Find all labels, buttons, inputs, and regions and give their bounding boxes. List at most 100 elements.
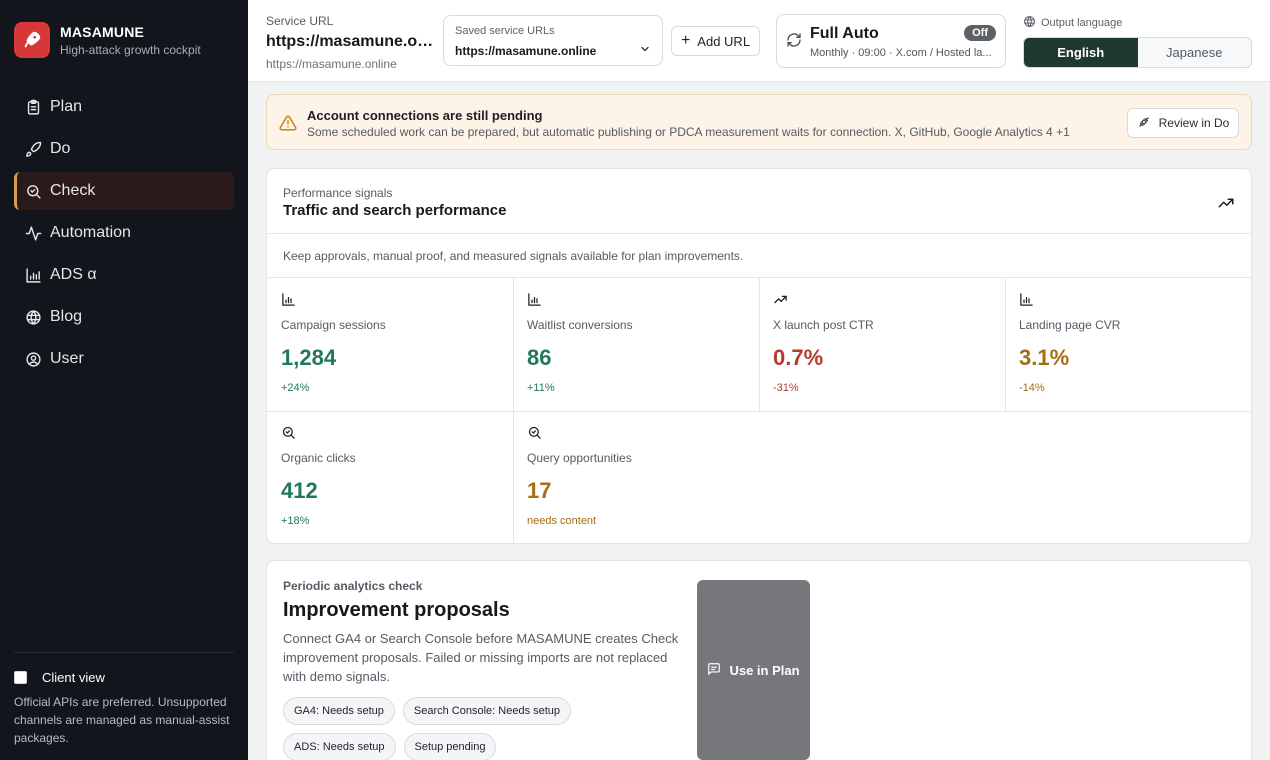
- bar-chart-icon: [1019, 292, 1034, 312]
- refresh-icon: [786, 32, 802, 53]
- output-language-label: Output language: [1041, 17, 1123, 29]
- metric-landing-page-cvr: Landing page CVR 3.1% -14%: [1005, 278, 1251, 411]
- proposals-card: Periodic analytics check Improvement pro…: [266, 560, 1252, 760]
- metric-label: Campaign sessions: [281, 318, 386, 332]
- service-url-sub: https://masamune.online: [266, 57, 397, 71]
- user-circle-icon: [24, 350, 42, 368]
- nav-label: Automation: [50, 224, 131, 241]
- rocket-logo-icon: [14, 22, 50, 58]
- nav-item-plan[interactable]: Plan: [14, 88, 234, 126]
- service-url-value: https://masamune.onl...: [266, 33, 436, 50]
- metric-label: Query opportunities: [527, 451, 632, 465]
- full-auto-title: Full Auto: [810, 25, 879, 42]
- add-url-button[interactable]: + Add URL: [671, 26, 760, 56]
- review-in-do-button[interactable]: Review in Do: [1127, 108, 1239, 138]
- search-icon: [527, 425, 542, 445]
- metric-value: 3.1%: [1019, 345, 1070, 370]
- metric-value: 412: [281, 478, 318, 503]
- divider: [267, 277, 1251, 278]
- proposals-description: Connect GA4 or Search Console before MAS…: [283, 631, 679, 684]
- status-chip-ads: ADS: Needs setup: [283, 733, 396, 760]
- alert-title: Account connections are still pending: [307, 108, 543, 123]
- metric-delta: +11%: [527, 382, 555, 394]
- metric-campaign-sessions: Campaign sessions 1,284 +24%: [267, 278, 513, 411]
- language-option-japanese[interactable]: Japanese: [1166, 45, 1223, 60]
- full-auto-panel[interactable]: Full Auto Off Monthly · 09:00 · X.com / …: [776, 14, 1006, 68]
- use-in-plan-label: Use in Plan: [729, 662, 800, 678]
- output-language: Output language English Japanese: [1023, 15, 1252, 68]
- main-nav: Plan Do Check Automation ADS α: [14, 88, 234, 382]
- plus-icon: +: [680, 32, 691, 49]
- clipboard-icon: [24, 98, 42, 116]
- divider: [267, 233, 1251, 234]
- activity-icon: [24, 224, 42, 242]
- use-in-plan-button[interactable]: Use in Plan: [697, 580, 810, 760]
- bar-chart-icon: [281, 292, 296, 312]
- saved-urls-select[interactable]: Saved service URLs https://masamune.onli…: [443, 15, 663, 66]
- nav-item-user[interactable]: User: [14, 340, 234, 378]
- nav-item-blog[interactable]: Blog: [14, 298, 234, 336]
- performance-card: Performance signals Traffic and search p…: [266, 168, 1252, 544]
- proposals-title: Improvement proposals: [283, 599, 510, 621]
- metric-value: 17: [527, 478, 552, 503]
- plug-icon: [1137, 115, 1159, 132]
- nav-label: Plan: [50, 98, 83, 115]
- add-url-label: Add URL: [697, 33, 751, 49]
- review-in-do-label: Review in Do: [1158, 116, 1230, 130]
- globe-icon: [24, 308, 42, 326]
- service-url-label: Service URL: [266, 14, 334, 28]
- divider: [513, 278, 514, 543]
- performance-title: Traffic and search performance: [283, 202, 507, 219]
- message-icon: [707, 662, 729, 679]
- connection-alert: Account connections are still pending So…: [266, 94, 1252, 150]
- sidebar-divider: [14, 652, 234, 653]
- performance-eyebrow: Performance signals: [283, 186, 393, 200]
- bar-chart-icon: [24, 266, 42, 284]
- nav-item-ads[interactable]: ADS α: [14, 256, 234, 294]
- language-option-english[interactable]: English: [1024, 38, 1138, 67]
- saved-urls-value: https://masamune.online: [455, 43, 597, 58]
- client-view-description: Official APIs are preferred. Unsupported…: [14, 695, 230, 745]
- nav-item-automation[interactable]: Automation: [14, 214, 234, 252]
- top-header: Service URL https://masamune.onl... http…: [248, 0, 1270, 82]
- nav-label: User: [50, 350, 84, 367]
- trending-up-icon: [773, 292, 788, 312]
- brand[interactable]: MASAMUNE High-attack growth cockpit: [14, 22, 201, 58]
- nav-item-do[interactable]: Do: [14, 130, 234, 168]
- trending-up-icon[interactable]: [1217, 194, 1235, 217]
- nav-label: Blog: [50, 308, 83, 325]
- search-icon: [281, 425, 296, 445]
- warning-icon: [279, 114, 297, 137]
- nav-label: Check: [50, 182, 96, 199]
- metric-label: Organic clicks: [281, 451, 356, 465]
- bar-chart-icon: [527, 292, 542, 312]
- metric-value: 1,284: [281, 345, 337, 370]
- status-chip-search-console: Search Console: Needs setup: [402, 697, 572, 725]
- full-auto-status-badge[interactable]: Off: [964, 25, 996, 41]
- performance-note: Keep approvals, manual proof, and measur…: [283, 249, 744, 263]
- metric-x-launch-ctr: X launch post CTR 0.7% -31%: [759, 278, 1005, 411]
- metric-value: 0.7%: [773, 345, 824, 370]
- metric-delta: +18%: [281, 515, 310, 527]
- metric-label: Landing page CVR: [1019, 318, 1121, 332]
- client-view-label: Client view: [42, 670, 105, 685]
- client-view-toggle[interactable]: Client view: [14, 670, 234, 685]
- metric-value: 86: [527, 345, 552, 370]
- metric-delta: +24%: [281, 382, 310, 394]
- divider: [267, 411, 1251, 412]
- nav-item-check[interactable]: Check: [14, 172, 234, 210]
- divider: [759, 278, 760, 411]
- globe-icon: [1023, 15, 1041, 31]
- client-view-checkbox[interactable]: [14, 671, 27, 684]
- language-toggle: English Japanese: [1023, 37, 1252, 68]
- metric-delta: -14%: [1019, 382, 1045, 394]
- nav-label: Do: [50, 140, 71, 157]
- metric-label: X launch post CTR: [773, 318, 874, 332]
- service-url-block: Service URL https://masamune.onl... http…: [266, 14, 436, 71]
- alert-description: Some scheduled work can be prepared, but…: [307, 125, 1070, 139]
- metric-waitlist-conversions: Waitlist conversions 86 +11%: [513, 278, 759, 411]
- chevron-down-icon: [639, 43, 651, 58]
- full-auto-schedule: Monthly · 09:00 · X.com / Hosted la...: [810, 47, 992, 59]
- metric-delta: -31%: [773, 382, 799, 394]
- saved-urls-label: Saved service URLs: [455, 25, 555, 37]
